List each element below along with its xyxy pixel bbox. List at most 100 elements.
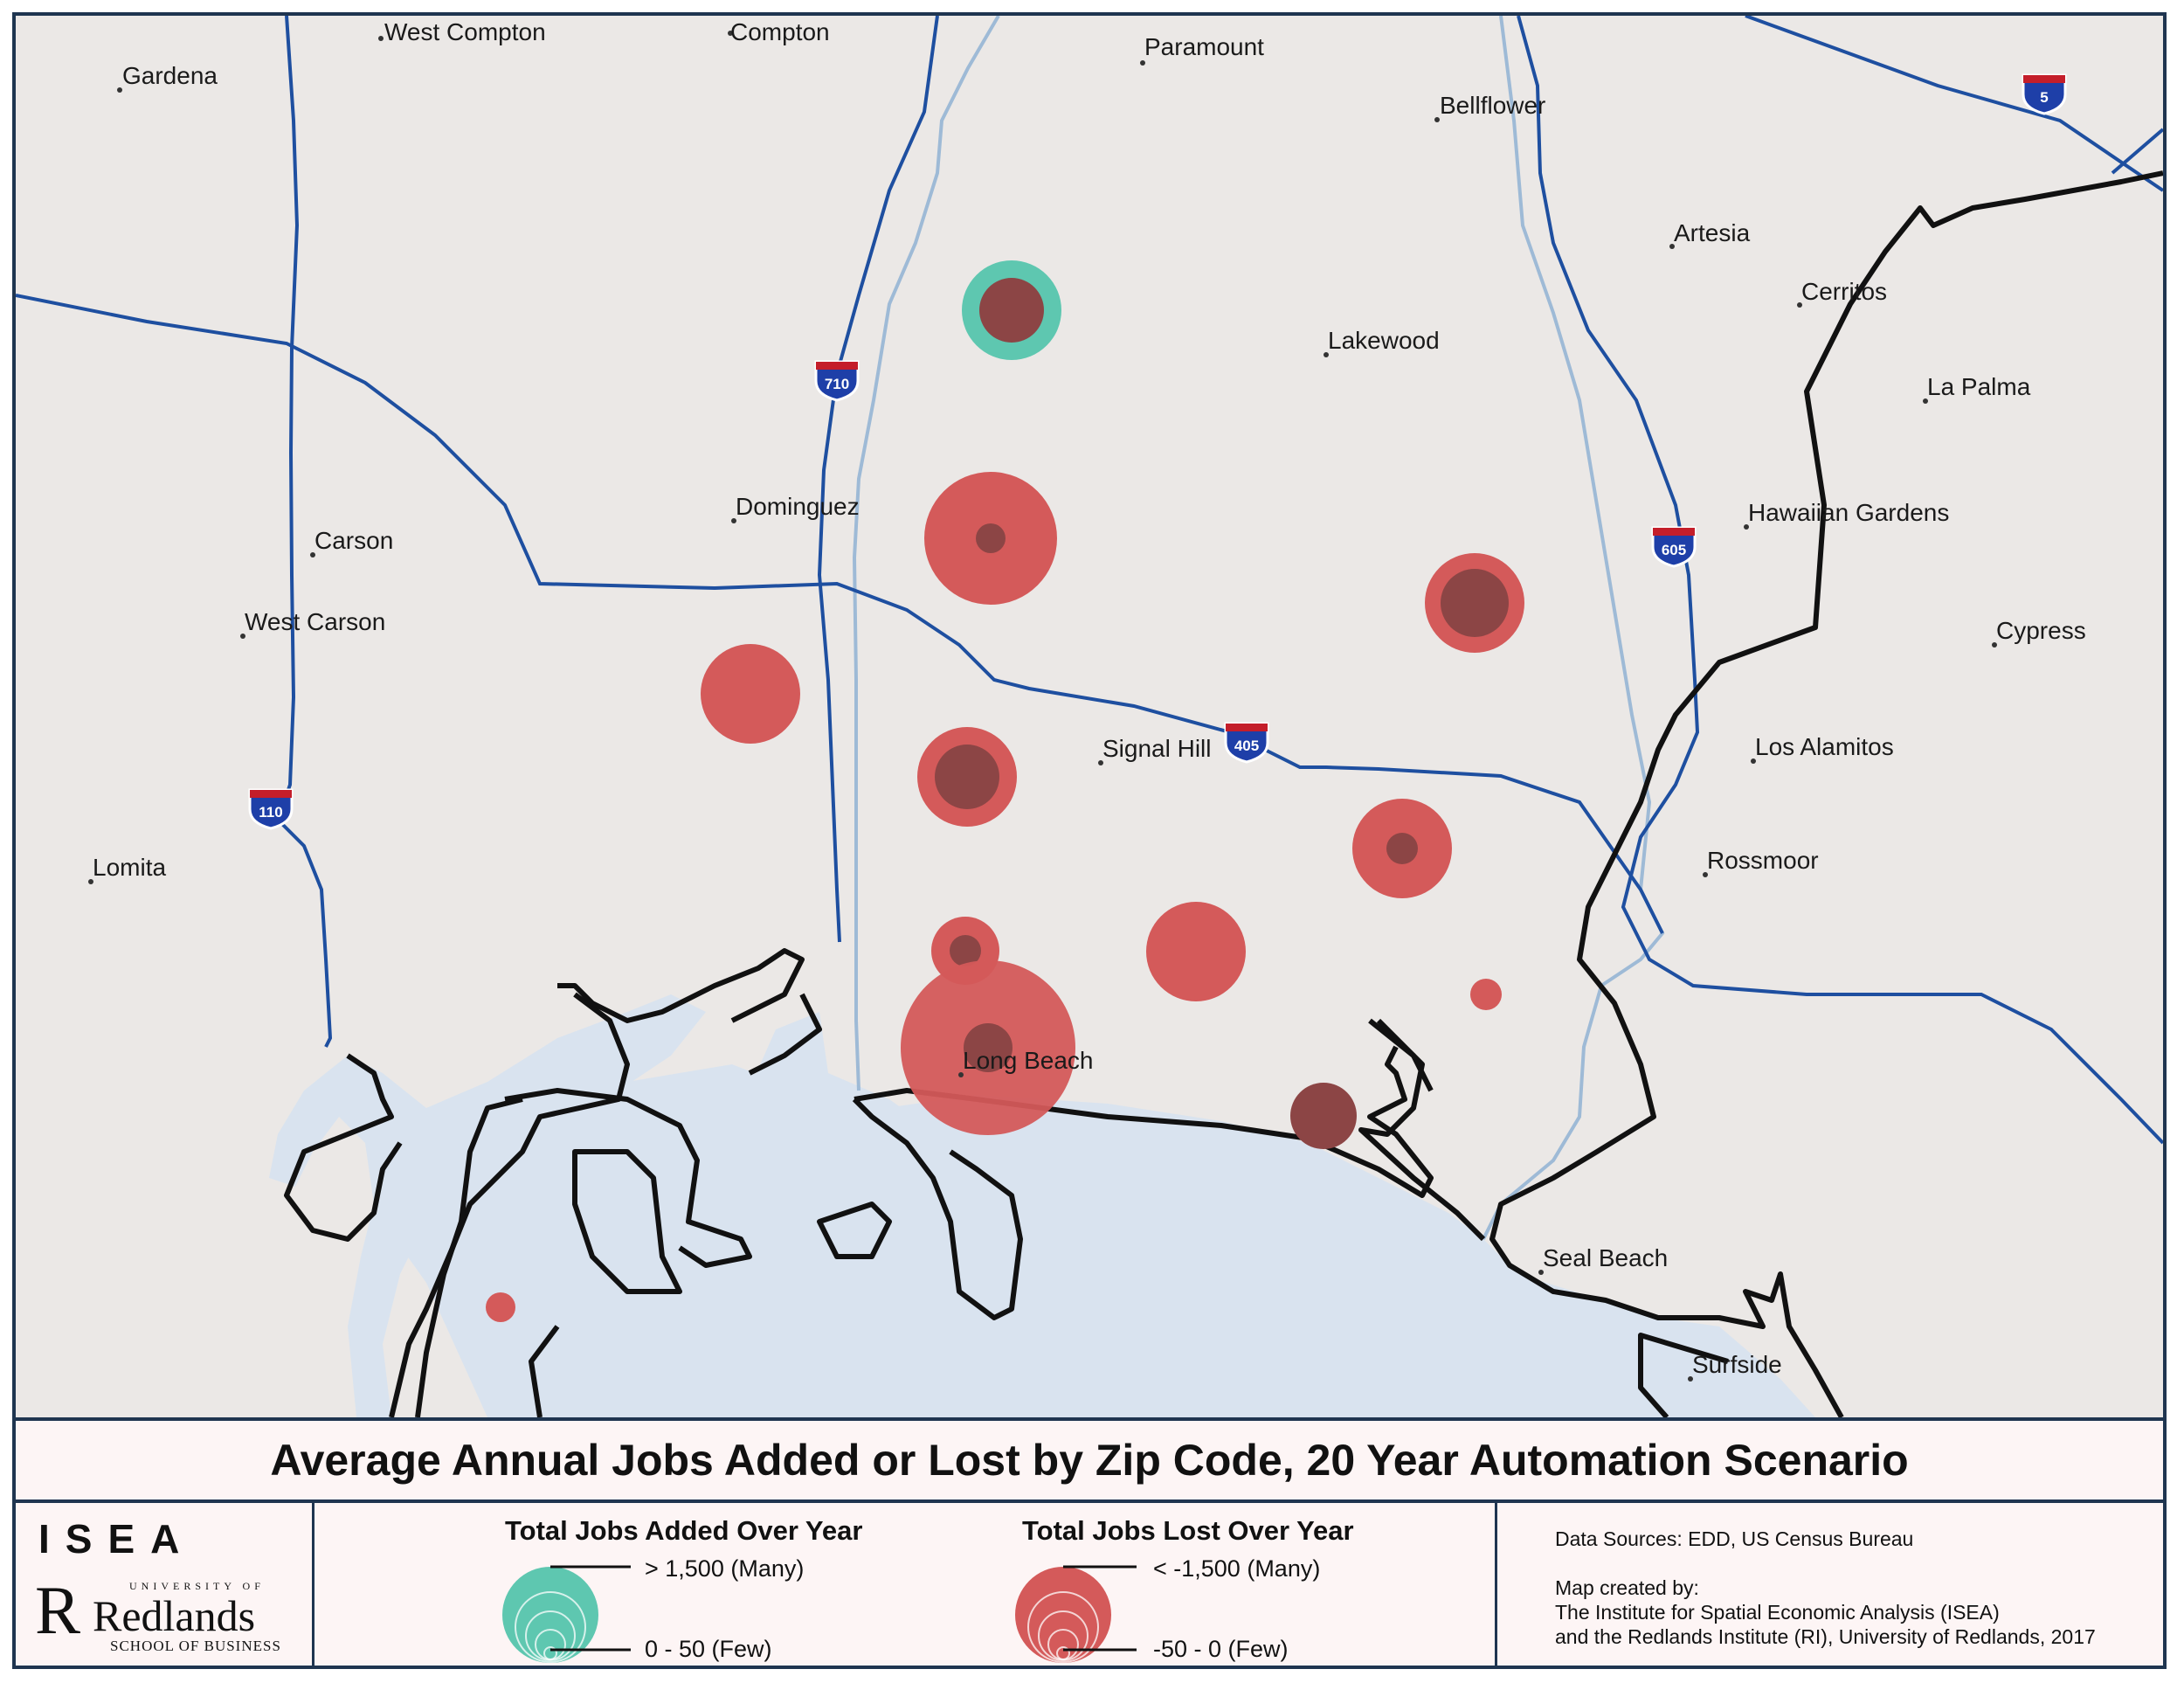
svg-text:Hawaiian Gardens: Hawaiian Gardens [1748,499,1949,526]
svg-text:Lakewood: Lakewood [1328,327,1440,354]
sources-panel: Data Sources: EDD, US Census Bureau Map … [1497,1503,2163,1666]
town-seal-beach: Seal Beach [1538,1244,1668,1275]
legend-lost-max-label: < -1,500 (Many) [1153,1555,1321,1582]
i405-shield: 405 [1224,722,1269,764]
town-signal-hill: Signal Hill [1098,735,1212,765]
town-compton: Compton [728,18,830,45]
i5-line [1745,16,2163,192]
i710-shield: 710 [814,360,860,402]
i605-shield: 605 [1651,526,1697,568]
jobs-lost-inner [964,1023,1013,1072]
svg-text:405: 405 [1234,738,1259,754]
svg-text:La Palma: La Palma [1927,373,2031,400]
svg-text:110: 110 [259,804,282,821]
svg-text:Rossmoor: Rossmoor [1707,847,1819,874]
i5-shield: 5 [2022,73,2067,115]
town-la-palma: La Palma [1923,373,2031,404]
town-hawaiian-gardens: Hawaiian Gardens [1744,499,1949,530]
svg-text:Bellflower: Bellflower [1440,92,1545,119]
svg-text:Surfside: Surfside [1692,1351,1782,1378]
svg-text:710: 710 [825,376,849,392]
jobs-lost-circle [1146,902,1246,1001]
svg-text:Cerritos: Cerritos [1801,278,1887,305]
coastline-boundary [284,170,2163,1417]
svg-text:5: 5 [2040,89,2048,106]
jobs-lost-inner [935,745,999,809]
svg-text:Carson: Carson [314,527,393,554]
creator-line-2: and the Redlands Institute (RI), Univers… [1555,1625,2096,1648]
town-west-carson: West Carson [240,608,385,639]
svg-text:Los Alamitos: Los Alamitos [1755,733,1894,760]
university-of-label: UNIVERSITY OF [129,1580,265,1592]
i710-line [817,16,939,943]
legend-lost-symbol [1015,1565,1137,1663]
map-title: Average Annual Jobs Added or Lost by Zip… [270,1436,1909,1485]
highway-91-line [2111,128,2163,175]
svg-text:Signal Hill: Signal Hill [1102,735,1212,762]
isea-logo: ISEA [38,1516,196,1562]
svg-text:Artesia: Artesia [1674,219,1751,246]
svg-text:Dominguez: Dominguez [736,493,860,520]
jobs-lost-inner [950,935,981,966]
i110-shield: 110 [248,788,294,830]
svg-text:Cypress: Cypress [1996,617,2086,644]
svg-text:Compton: Compton [730,18,830,45]
jobs-lost-inner [979,278,1044,343]
map-canvas: 5 710 605 405 110 West Compton Compton P… [16,16,2163,1417]
town-dominguez: Dominguez [731,493,860,523]
svg-text:Lomita: Lomita [93,854,166,881]
town-paramount: Paramount [1140,33,1264,66]
i405-line [16,294,1664,934]
svg-text:Long Beach: Long Beach [963,1047,1093,1074]
ocean-area [383,1064,1815,1417]
jobs-lost-inner [976,523,1006,553]
svg-text:Gardena: Gardena [122,62,218,89]
map-footer: ISEA R UNIVERSITY OF Redlands SCHOOL OF … [16,1503,2163,1666]
i110-line [275,16,333,1048]
svg-text:West Carson: West Carson [245,608,385,635]
created-by-text: Map created by: [1555,1576,1699,1599]
town-gardena: Gardena [117,62,218,93]
map-title-bar: Average Annual Jobs Added or Lost by Zip… [16,1417,2163,1503]
town-cerritos: Cerritos [1797,278,1887,308]
town-west-compton: West Compton [378,18,546,45]
legend-graphics [502,1565,1137,1663]
highways [16,16,2163,1145]
jobs-lost-circle [1470,979,1502,1010]
town-rossmoor: Rossmoor [1703,847,1819,877]
jobs-lost-circle [486,1292,515,1322]
redlands-wordmark: Redlands [93,1591,256,1640]
town-long-beach: Long Beach [958,1047,1093,1077]
redlands-r-icon: R [35,1572,81,1648]
legend-added-max-label: > 1,500 (Many) [645,1555,805,1582]
data-sources-text: Data Sources: EDD, US Census Bureau [1555,1527,1914,1550]
harbor-channel [741,1012,968,1257]
jobs-lost-inner [1441,569,1509,637]
i605-line [1517,16,2163,1145]
legend-added-title: Total Jobs Added Over Year [505,1515,863,1546]
town-labels: West Compton Compton Paramount Gardena B… [88,18,2086,1382]
jobs-symbols [486,260,1524,1322]
san-gabriel-river [1482,16,1665,1240]
svg-text:Seal Beach: Seal Beach [1543,1244,1668,1271]
legend-panel: Total Jobs Added Over Year > 1,500 (Many… [314,1503,1497,1666]
school-of-business-label: SCHOOL OF BUSINESS [110,1638,281,1654]
svg-text:605: 605 [1662,542,1686,558]
svg-text:West Compton: West Compton [384,18,546,45]
logo-panel: ISEA R UNIVERSITY OF Redlands SCHOOL OF … [16,1503,314,1666]
town-los-alamitos: Los Alamitos [1751,733,1894,764]
legend-lost-title: Total Jobs Lost Over Year [1022,1515,1354,1546]
town-bellflower: Bellflower [1434,92,1545,122]
harbor-water [269,994,706,1417]
highway-shields: 5 710 605 405 110 [248,73,2067,830]
town-carson: Carson [310,527,393,558]
town-cypress: Cypress [1992,617,2086,648]
town-lakewood: Lakewood [1324,327,1440,357]
town-surfside: Surfside [1688,1351,1782,1382]
creator-line-1: The Institute for Spatial Economic Analy… [1555,1601,2000,1624]
jobs-lost-circle [1290,1083,1357,1149]
svg-text:Paramount: Paramount [1144,33,1264,60]
jobs-lost-circle [701,644,800,744]
legend-added-min-label: 0 - 50 (Few) [645,1636,772,1662]
la-river [852,16,1000,1091]
